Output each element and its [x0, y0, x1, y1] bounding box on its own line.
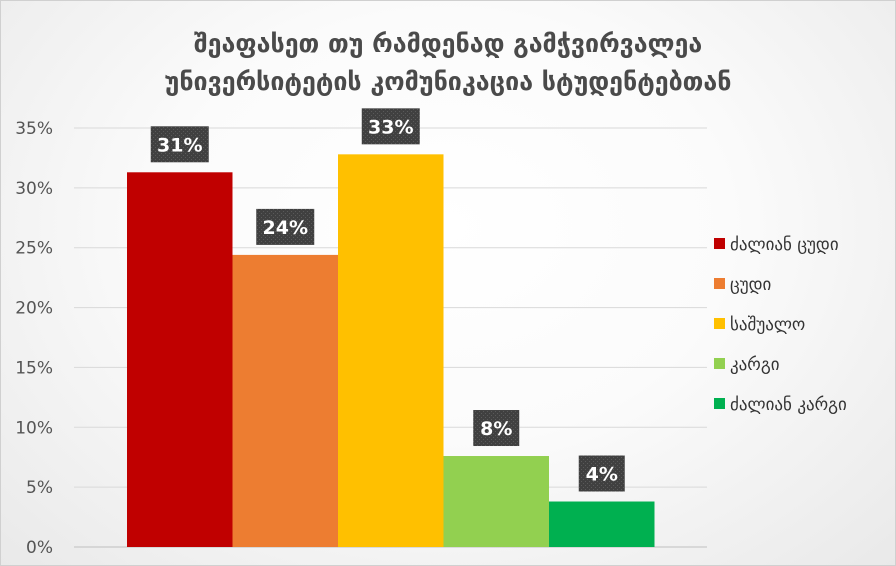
- y-tick-label: 20%: [15, 299, 53, 319]
- bar: [549, 501, 655, 547]
- legend-entry: კარგი: [730, 355, 780, 375]
- chart-title-line-2: უნივერსიტეტის კომუნიკაცია სტუდენტებთან: [164, 67, 732, 96]
- data-label-box: [361, 108, 420, 145]
- legend-swatch: [714, 398, 725, 409]
- legend-swatch: [714, 358, 725, 369]
- y-tick-label: 35%: [15, 119, 53, 139]
- legend-swatch: [714, 238, 725, 249]
- data-label: 8%: [480, 418, 512, 440]
- data-label: 33%: [368, 116, 413, 138]
- y-tick-label: 30%: [15, 179, 53, 199]
- data-label: 4%: [586, 464, 618, 486]
- data-label-box: [256, 208, 315, 245]
- chart-title: შეაფასეთ თუ რამდენად გამჭვირვალეა უნივერ…: [1, 25, 895, 101]
- bar: [232, 254, 338, 547]
- bar: [338, 154, 444, 547]
- y-tick-label: 25%: [15, 239, 53, 259]
- legend-entry: ცუდი: [730, 275, 771, 295]
- legend-swatch: [714, 278, 725, 289]
- y-tick-label: 15%: [15, 358, 53, 378]
- data-label-box: [473, 410, 520, 447]
- legend-entry: საშუალო: [730, 315, 805, 335]
- data-label-box: [578, 455, 625, 492]
- data-label: 24%: [263, 217, 308, 239]
- chart-title-line-1: შეაფასეთ თუ რამდენად გამჭვირვალეა: [193, 29, 703, 58]
- bar: [127, 172, 233, 547]
- data-label-box: [150, 126, 209, 163]
- legend-entry: ძალიან კარგი: [730, 395, 847, 415]
- y-tick-label: 5%: [26, 478, 53, 498]
- bar: [443, 456, 549, 547]
- legend-entry: ძალიან ცუდი: [730, 235, 839, 255]
- y-tick-label: 10%: [15, 418, 53, 438]
- data-label: 31%: [157, 134, 202, 156]
- legend-swatch: [714, 318, 725, 329]
- y-tick-label: 0%: [26, 538, 53, 558]
